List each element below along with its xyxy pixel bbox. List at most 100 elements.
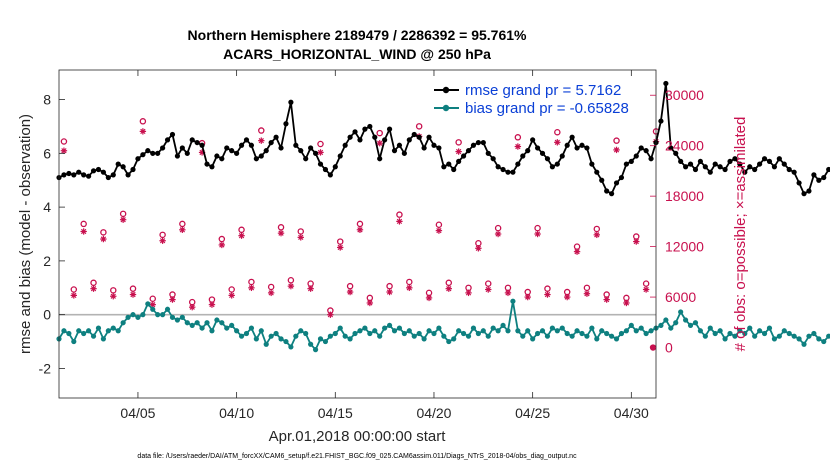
rmse-point bbox=[658, 118, 664, 124]
obs-assimilated-point bbox=[376, 139, 383, 147]
bias-point bbox=[189, 322, 195, 329]
bias-point bbox=[628, 322, 634, 329]
bias-point bbox=[164, 306, 171, 312]
rmse-point bbox=[248, 142, 255, 148]
x-tick-label: 04/20 bbox=[416, 405, 451, 421]
rmse-point bbox=[258, 153, 264, 159]
bias-point bbox=[95, 325, 102, 331]
rmse-point bbox=[638, 145, 644, 151]
obs-possible-point bbox=[317, 140, 324, 148]
obs-possible-point bbox=[514, 134, 522, 141]
left-y-tick-label: 2 bbox=[43, 253, 51, 269]
obs-assimilated-point bbox=[573, 248, 581, 255]
rmse-point bbox=[135, 156, 141, 162]
bias-point bbox=[732, 333, 738, 339]
right-y-tick-label: 6000 bbox=[665, 289, 696, 305]
bias-point bbox=[821, 338, 827, 345]
obs-possible-point bbox=[406, 278, 413, 286]
rmse-point bbox=[243, 137, 250, 143]
rmse-point bbox=[234, 150, 240, 156]
bias-point bbox=[451, 336, 457, 342]
bias-point bbox=[209, 328, 215, 334]
rmse-point bbox=[95, 166, 102, 173]
rmse-point bbox=[332, 164, 338, 170]
bias-point bbox=[633, 328, 639, 334]
bias-point bbox=[160, 312, 166, 318]
rmse-point bbox=[811, 172, 817, 178]
bias-point bbox=[396, 325, 403, 331]
rmse-point bbox=[90, 168, 97, 174]
rmse-point bbox=[160, 145, 166, 151]
rmse-point bbox=[678, 158, 684, 165]
bias-point bbox=[613, 336, 620, 342]
bias-point bbox=[485, 333, 491, 339]
obs-possible-point bbox=[277, 224, 285, 231]
obs-assimilated-point bbox=[139, 128, 147, 135]
obs-possible-point bbox=[267, 283, 275, 291]
rmse-point bbox=[544, 156, 551, 162]
obs-possible-point bbox=[238, 226, 245, 234]
obs-possible-point bbox=[396, 211, 403, 218]
bias-point bbox=[722, 336, 728, 342]
obs-assimilated-point bbox=[100, 235, 107, 243]
rmse-point bbox=[253, 156, 259, 162]
obs-possible-point bbox=[159, 231, 166, 239]
bias-point bbox=[298, 328, 304, 334]
obs-possible-point bbox=[60, 138, 68, 145]
rmse-point bbox=[337, 153, 343, 159]
rmse-point bbox=[174, 153, 181, 159]
rmse-point bbox=[184, 150, 190, 156]
rmse-point bbox=[530, 137, 536, 143]
rmse-point bbox=[460, 153, 467, 159]
rmse-point bbox=[431, 142, 437, 148]
bias-point bbox=[115, 328, 121, 334]
obs-assimilated-point bbox=[623, 299, 630, 307]
rmse-point bbox=[520, 153, 526, 159]
bias-point bbox=[707, 325, 713, 331]
obs-count-layer bbox=[60, 118, 660, 351]
bias-point bbox=[490, 325, 496, 331]
bias-point bbox=[776, 333, 782, 339]
obs-assimilated-point bbox=[119, 216, 127, 223]
bias-point bbox=[589, 325, 595, 331]
bias-point bbox=[426, 328, 432, 334]
obs-assimilated-point bbox=[169, 296, 176, 303]
bias-point bbox=[579, 330, 585, 337]
left-y-tick-label: -2 bbox=[39, 360, 52, 376]
bias-point bbox=[421, 336, 427, 342]
rmse-point bbox=[125, 172, 131, 178]
left-y-ticks: -2 0 2 4 6 8 bbox=[39, 92, 65, 376]
rmse-point bbox=[821, 174, 827, 181]
bias-point bbox=[786, 330, 792, 337]
bias-point bbox=[623, 328, 629, 334]
rmse-point bbox=[61, 172, 67, 178]
bias-point bbox=[747, 325, 753, 331]
obs-assimilated-point bbox=[218, 241, 226, 249]
bias-point bbox=[367, 330, 373, 337]
bias-point bbox=[243, 330, 250, 337]
rmse-point bbox=[436, 145, 442, 151]
x-tick-label: 04/30 bbox=[614, 405, 649, 421]
rmse-point bbox=[791, 169, 797, 175]
obs-assimilated-point bbox=[386, 288, 393, 296]
bias-point bbox=[520, 333, 526, 339]
bias-point bbox=[135, 314, 141, 320]
rmse-point bbox=[687, 161, 694, 167]
bias-point bbox=[643, 330, 649, 337]
rmse-point bbox=[534, 145, 541, 151]
bias-point bbox=[377, 333, 383, 339]
bias-point bbox=[584, 333, 590, 339]
obs-assimilated-point bbox=[248, 284, 255, 292]
bias-point bbox=[608, 333, 615, 339]
bias-point bbox=[234, 328, 240, 334]
rmse-point bbox=[451, 166, 457, 173]
obs-assimilated-point bbox=[494, 230, 502, 238]
bias-point bbox=[150, 306, 156, 312]
rmse-point bbox=[761, 156, 768, 162]
bias-point bbox=[737, 328, 743, 334]
obs-possible-point bbox=[139, 118, 147, 125]
bias-point bbox=[100, 336, 107, 342]
obs-possible-point bbox=[613, 137, 620, 144]
rmse-point bbox=[273, 134, 279, 140]
rmse-point bbox=[416, 134, 422, 140]
